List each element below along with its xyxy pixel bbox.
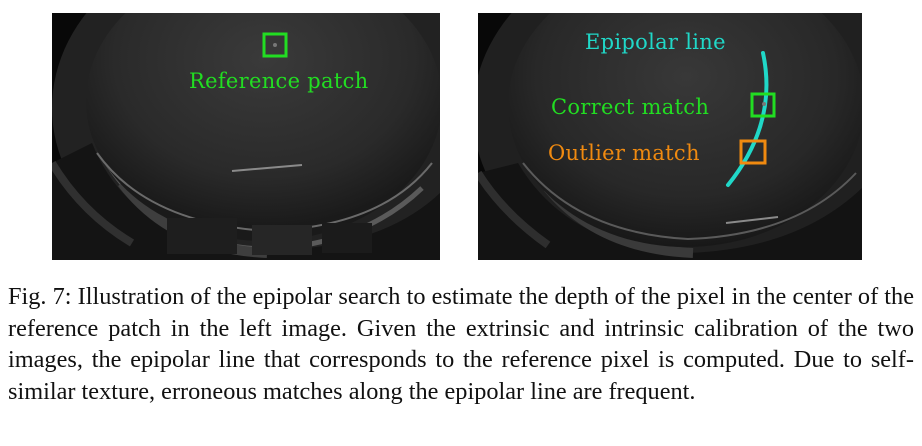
figure-caption: Fig. 7: Illustration of the epipolar sea… xyxy=(8,283,914,405)
outlier-match-label: Outlier match xyxy=(548,141,700,165)
reference-patch-box xyxy=(262,32,288,58)
epipolar-line-label: Epipolar line xyxy=(585,30,726,54)
correct-match-label: Correct match xyxy=(551,95,710,119)
left-fisheye-image: Reference patch xyxy=(52,13,440,260)
right-image-graphic xyxy=(478,13,862,260)
left-image-graphic xyxy=(52,13,440,260)
right-fisheye-image: Epipolar line Correct match Outlier matc… xyxy=(478,13,862,260)
epipolar-line-curve xyxy=(726,51,769,187)
outlier-match-box xyxy=(739,139,767,165)
reference-patch-label: Reference patch xyxy=(189,69,369,93)
correct-match-box xyxy=(750,92,776,118)
